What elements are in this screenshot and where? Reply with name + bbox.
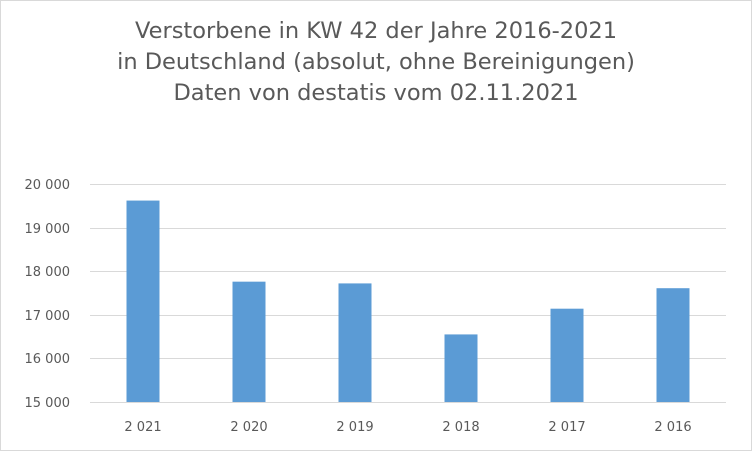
x-tick-label-2: 2 019 bbox=[336, 420, 373, 435]
y-tick-label-18000: 18 000 bbox=[25, 265, 71, 280]
chart-title: Verstorbene in KW 42 der Jahre 2016-2021… bbox=[0, 16, 752, 109]
y-tick-label-20000: 20 000 bbox=[25, 178, 71, 193]
x-tick-label-1: 2 020 bbox=[230, 420, 267, 435]
bar-5 bbox=[656, 288, 690, 402]
x-tick-label-4: 2 017 bbox=[548, 420, 585, 435]
bar-4 bbox=[550, 308, 584, 402]
y-tick-label-16000: 16 000 bbox=[25, 352, 71, 367]
x-tick-label-3: 2 018 bbox=[442, 420, 479, 435]
chart-title-line-2: in Deutschland (absolut, ohne Bereinigun… bbox=[117, 49, 635, 75]
y-tick-label-17000: 17 000 bbox=[25, 309, 71, 324]
y-tick-label-15000: 15 000 bbox=[25, 396, 71, 411]
chart-title-line-1: Verstorbene in KW 42 der Jahre 2016-2021 bbox=[134, 18, 618, 44]
y-tick-label-19000: 19 000 bbox=[25, 222, 71, 237]
x-tick-label-5: 2 016 bbox=[654, 420, 691, 435]
bar-3 bbox=[444, 334, 478, 402]
x-tick-label-0: 2 021 bbox=[124, 420, 161, 435]
bar-0 bbox=[126, 200, 160, 402]
bar-2 bbox=[338, 283, 372, 402]
chart-title-line-3: Daten von destatis vom 02.11.2021 bbox=[173, 80, 579, 106]
bar-1 bbox=[232, 281, 266, 402]
